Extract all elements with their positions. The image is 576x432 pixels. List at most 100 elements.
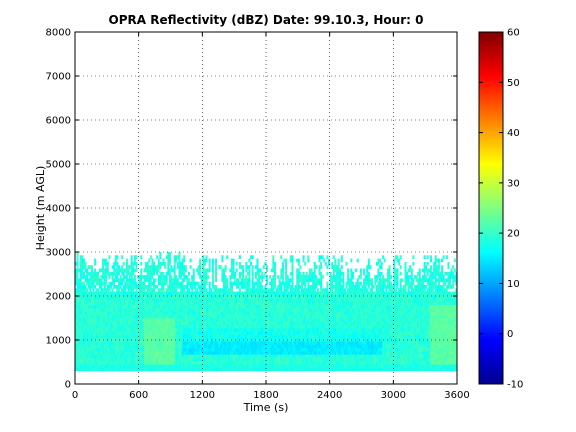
heatmap-cell [277,360,280,365]
heatmap-cell [167,308,170,312]
heatmap-cell [82,324,85,329]
heatmap-cell [324,341,327,345]
heatmap-cell [148,347,151,352]
heatmap-cell [156,364,159,368]
heatmap-cell [213,367,216,372]
heatmap-cell [294,327,297,332]
heatmap-cell [186,301,189,306]
heatmap-cell [202,278,205,283]
heatmap-cell [130,285,133,289]
heatmap-cell [253,318,256,322]
heatmap-cell [286,327,289,332]
heatmap-cell [210,327,213,332]
heatmap-cell [258,291,261,296]
heatmap-cell [105,281,108,286]
heatmap-cell [160,321,163,325]
heatmap-cell [82,294,85,299]
heatmap-cell [286,347,289,352]
heatmap-cell [188,337,190,342]
heatmap-cell [326,321,329,325]
heatmap-cell [307,285,310,289]
heatmap-cell [151,268,154,273]
heatmap-cell [285,354,288,358]
heatmap-cell [176,331,179,335]
heatmap-cell [189,367,192,372]
heatmap-cell [221,271,224,276]
heatmap-cell [323,308,326,312]
heatmap-cell [127,341,130,345]
heatmap-cell [305,298,308,302]
heatmap-cell [110,360,113,365]
heatmap-cell [266,275,268,279]
heatmap-cell [167,271,170,276]
heatmap-cell [160,301,163,306]
heatmap-cell [232,311,235,316]
heatmap-cell [135,341,138,345]
heatmap-cell [159,318,162,322]
heatmap-cell [288,354,291,358]
heatmap-cell [229,334,232,339]
heatmap-cell [266,298,268,302]
heatmap-cell [200,288,203,292]
heatmap-cell [97,281,100,286]
heatmap-cell [296,311,299,316]
heatmap-cell [81,318,84,322]
heatmap-cell [250,288,253,292]
heatmap-cell [302,360,305,365]
heatmap-cell [167,301,170,306]
heatmap-cell [162,291,165,296]
heatmap-cell [92,301,95,306]
heatmap-cell [253,298,256,302]
heatmap-cell [188,351,190,355]
heatmap-cell [160,288,163,292]
heatmap-cell [203,271,206,276]
heatmap-cell [111,367,114,372]
heatmap-cell [151,258,154,263]
heatmap-cell [232,331,235,335]
heatmap-cell [297,360,300,365]
heatmap-cell [90,308,93,312]
heatmap-cell [84,360,87,365]
heatmap-cell [110,341,113,345]
heatmap-cell [122,304,125,309]
heatmap-cell [312,294,315,299]
heatmap-cell [119,318,122,322]
heatmap-cell [140,364,143,368]
heatmap-cell [127,354,130,358]
heatmap-cell [226,351,229,355]
heatmap-cell [203,337,206,342]
heatmap-cell [188,367,190,372]
heatmap-cell [296,341,299,345]
heatmap-cell [304,324,307,329]
heatmap-cell [221,357,224,362]
heatmap-cell [81,298,84,302]
heatmap-cell [283,281,286,286]
heatmap-cell [299,347,302,352]
heatmap-cell [238,327,241,332]
heatmap-cell [175,341,178,345]
heatmap-cell [323,364,326,368]
heatmap-cell [127,294,130,299]
heatmap-cell [280,351,283,355]
heatmap-cell [110,294,113,299]
heatmap-cell [313,308,316,312]
heatmap-cell [95,311,98,316]
heatmap-cell [184,308,187,312]
heatmap-cell [240,351,243,355]
heatmap-cell [189,344,192,349]
heatmap-cell [176,294,179,299]
heatmap-cell [273,344,276,349]
heatmap-cell [238,288,241,292]
heatmap-cell [302,341,305,345]
heatmap-cell [251,324,254,329]
heatmap-cell [259,364,262,368]
heatmap-cell [186,334,189,339]
heatmap-cell [183,294,186,299]
heatmap-cell [157,268,160,273]
heatmap-cell [331,314,334,319]
heatmap-cell [296,298,299,302]
heatmap-cell [90,271,93,276]
heatmap-cell [234,360,237,365]
heatmap-cell [145,318,148,322]
heatmap-cell [291,334,294,339]
